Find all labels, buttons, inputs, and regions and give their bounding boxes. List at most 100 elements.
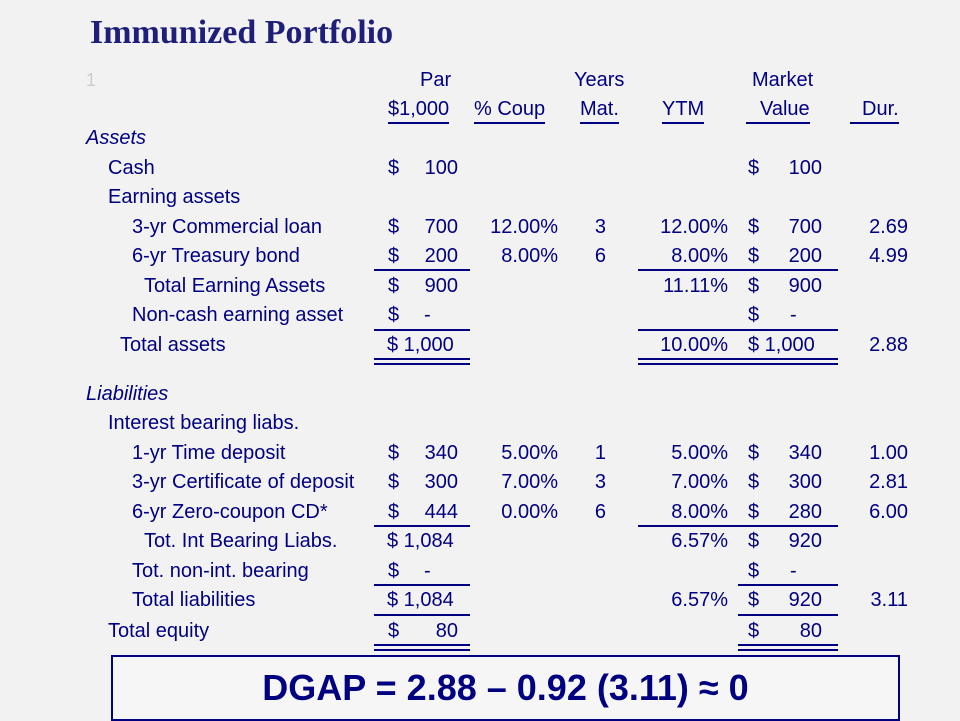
rule-par-total-assets — [374, 329, 470, 331]
tot-int-bearing-ytm: 6.57% — [671, 530, 728, 552]
cd-coupon: 7.00% — [501, 471, 558, 493]
zero-cd-value-dollar: $ — [748, 501, 760, 523]
bond-value-dollar: $ — [748, 245, 760, 267]
cd-maturity: 3 — [594, 471, 606, 493]
cash-value: 100 — [788, 157, 822, 179]
rule-ytm-value-subtotal — [638, 269, 838, 271]
header-par-amount: $1,000 — [388, 97, 450, 124]
loan-value-dollar: $ — [748, 216, 760, 238]
ghost-mark: 1 — [86, 70, 97, 90]
header-maturity: Mat. — [580, 97, 619, 124]
cd-par: 300 — [424, 471, 458, 493]
non-int-bearing-par: - — [424, 560, 431, 582]
loan-duration: 2.69 — [869, 216, 908, 238]
assets-heading: Assets — [86, 127, 147, 149]
equity-par: 80 — [435, 620, 458, 642]
bond-duration: 4.99 — [869, 245, 908, 267]
total-earning-value: 900 — [788, 275, 822, 297]
equity-value: 80 — [799, 620, 822, 642]
loan-label: 3-yr Commercial loan — [132, 216, 323, 238]
header-coupon: % Coup — [474, 97, 546, 124]
zero-cd-par-dollar: $ — [388, 501, 400, 523]
earning-assets-label: Earning assets — [108, 186, 241, 208]
non-int-bearing-value-dollar: $ — [748, 560, 760, 582]
double-rule-par-assets — [374, 358, 470, 365]
loan-ytm: 12.00% — [660, 216, 728, 238]
cd-ytm: 7.00% — [671, 471, 728, 493]
cd-duration: 2.81 — [869, 471, 908, 493]
interest-bearing-label: Interest bearing liabs. — [108, 412, 300, 434]
tot-int-bearing-value: 920 — [788, 530, 822, 552]
total-liabilities-value: 920 — [788, 589, 822, 611]
noncash-par: - — [424, 304, 431, 326]
total-earning-label: Total Earning Assets — [144, 275, 326, 297]
rule-value-int-bearing — [638, 525, 838, 527]
double-rule-par-equity — [374, 644, 470, 651]
zero-cd-ytm: 8.00% — [671, 501, 728, 523]
tot-int-bearing-par: $ 1,084 — [387, 530, 454, 552]
bond-par-dollar: $ — [388, 245, 400, 267]
noncash-value: - — [790, 304, 797, 326]
bond-maturity: 6 — [594, 245, 606, 267]
total-liabilities-ytm: 6.57% — [671, 589, 728, 611]
noncash-value-dollar: $ — [748, 304, 760, 326]
rule-par-subtotal — [374, 269, 470, 271]
tot-int-bearing-label: Tot. Int Bearing Liabs. — [144, 530, 338, 552]
bond-coupon: 8.00% — [501, 245, 558, 267]
zero-cd-value: 280 — [788, 501, 822, 523]
cd-label: 3-yr Certificate of deposit — [132, 471, 355, 493]
cash-label: Cash — [108, 157, 155, 179]
rule-par-int-bearing — [374, 525, 470, 527]
loan-value: 700 — [788, 216, 822, 238]
header-ytm: YTM — [662, 97, 705, 124]
total-earning-par: 900 — [424, 275, 458, 297]
zero-cd-duration: 6.00 — [869, 501, 908, 523]
liabilities-heading: Liabilities — [86, 383, 169, 405]
cd-par-dollar: $ — [388, 471, 400, 493]
total-assets-ytm: 10.00% — [660, 334, 728, 356]
total-liabilities-label: Total liabilities — [132, 589, 256, 611]
total-equity-label: Total equity — [108, 620, 210, 642]
rule-par-total-liabilities — [374, 584, 470, 586]
loan-par: 700 — [424, 216, 458, 238]
rule-value-total-assets — [638, 329, 838, 331]
dgap-formula-box: DGAP = 2.88 – 0.92 (3.11) ≈ 0 — [111, 655, 900, 721]
total-liabilities-value-dollar: $ — [748, 589, 760, 611]
bond-par: 200 — [424, 245, 458, 267]
double-rule-value-assets — [638, 358, 838, 365]
time-deposit-par-dollar: $ — [388, 442, 400, 464]
header-par: Par — [420, 69, 452, 91]
cash-value-dollar: $ — [748, 157, 760, 179]
cd-value: 300 — [788, 471, 822, 493]
loan-maturity: 3 — [594, 216, 606, 238]
zero-cd-coupon: 0.00% — [501, 501, 558, 523]
time-deposit-duration: 1.00 — [869, 442, 908, 464]
header-duration: Dur. — [850, 97, 899, 124]
bond-label: 6-yr Treasury bond — [132, 245, 300, 267]
header-years: Years — [574, 69, 625, 91]
total-assets-value: $ 1,000 — [748, 334, 815, 356]
dgap-formula: DGAP = 2.88 – 0.92 (3.11) ≈ 0 — [262, 667, 749, 708]
loan-par-dollar: $ — [388, 216, 400, 238]
bond-value: 200 — [788, 245, 822, 267]
zero-cd-maturity: 6 — [594, 501, 606, 523]
non-int-bearing-par-dollar: $ — [388, 560, 400, 582]
time-deposit-value: 340 — [788, 442, 822, 464]
total-liabilities-par: $ 1,084 — [387, 589, 454, 611]
non-int-bearing-value: - — [790, 560, 797, 582]
rule-value-total-liabilities — [738, 584, 838, 586]
loan-coupon: 12.00% — [490, 216, 558, 238]
cash-par-dollar: $ — [388, 157, 400, 179]
double-rule-value-equity — [738, 644, 838, 651]
non-int-bearing-label: Tot. non-int. bearing — [132, 560, 309, 582]
total-earning-value-dollar: $ — [748, 275, 760, 297]
header-market-value: Value — [746, 97, 810, 124]
header-market: Market — [752, 69, 814, 91]
time-deposit-maturity: 1 — [594, 442, 606, 464]
total-earning-ytm: 11.11% — [663, 275, 728, 297]
total-assets-duration: 2.88 — [869, 334, 908, 356]
cd-value-dollar: $ — [748, 471, 760, 493]
page-title: Immunized Portfolio — [90, 14, 394, 51]
zero-cd-label: 6-yr Zero-coupon CD* — [132, 501, 328, 523]
equity-par-dollar: $ — [388, 620, 400, 642]
